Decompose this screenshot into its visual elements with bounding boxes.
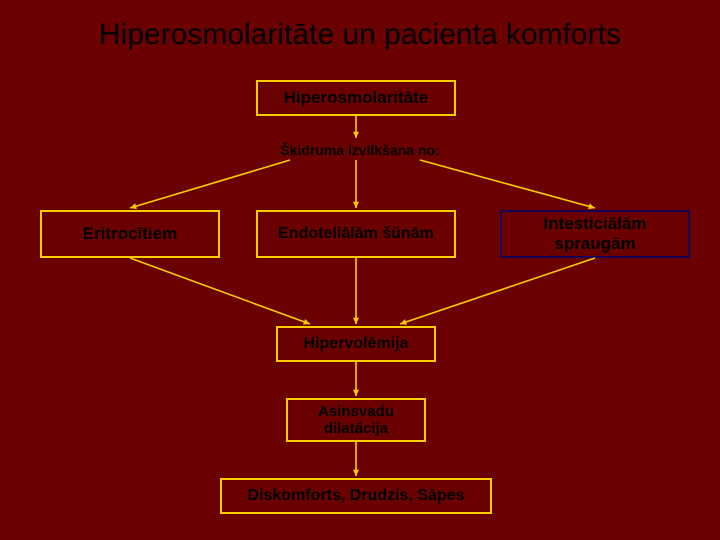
box-label: Intesticiālām spraugām [510, 214, 680, 254]
box-label: Hipervolēmija [304, 335, 409, 353]
box-label: Diskomforts, Drudzis, Sāpes [248, 487, 465, 505]
box-eritrocitiem: Eritrocītiem [40, 210, 220, 258]
page-title: Hiperosmolaritāte un pacienta komforts [0, 18, 720, 52]
box-endotelialam: Endoteliālām šūnām [256, 210, 456, 258]
box-diskomforts: Diskomforts, Drudzis, Sāpes [220, 478, 492, 514]
box-label: Endoteliālām šūnām [278, 225, 434, 243]
box-hiperosmolaritate: Hiperosmolaritāte [256, 80, 456, 116]
subtitle-label: Šķidruma izvilkšana no: [250, 142, 470, 158]
box-intesticialam: Intesticiālām spraugām [500, 210, 690, 258]
box-hipervolemija: Hipervolēmija [276, 326, 436, 362]
box-label: Hiperosmolaritāte [284, 88, 429, 108]
box-label: Eritrocītiem [83, 224, 177, 244]
box-dilatacija: Asinsvadu dilatācija [286, 398, 426, 442]
box-label: Asinsvadu dilatācija [296, 403, 416, 437]
